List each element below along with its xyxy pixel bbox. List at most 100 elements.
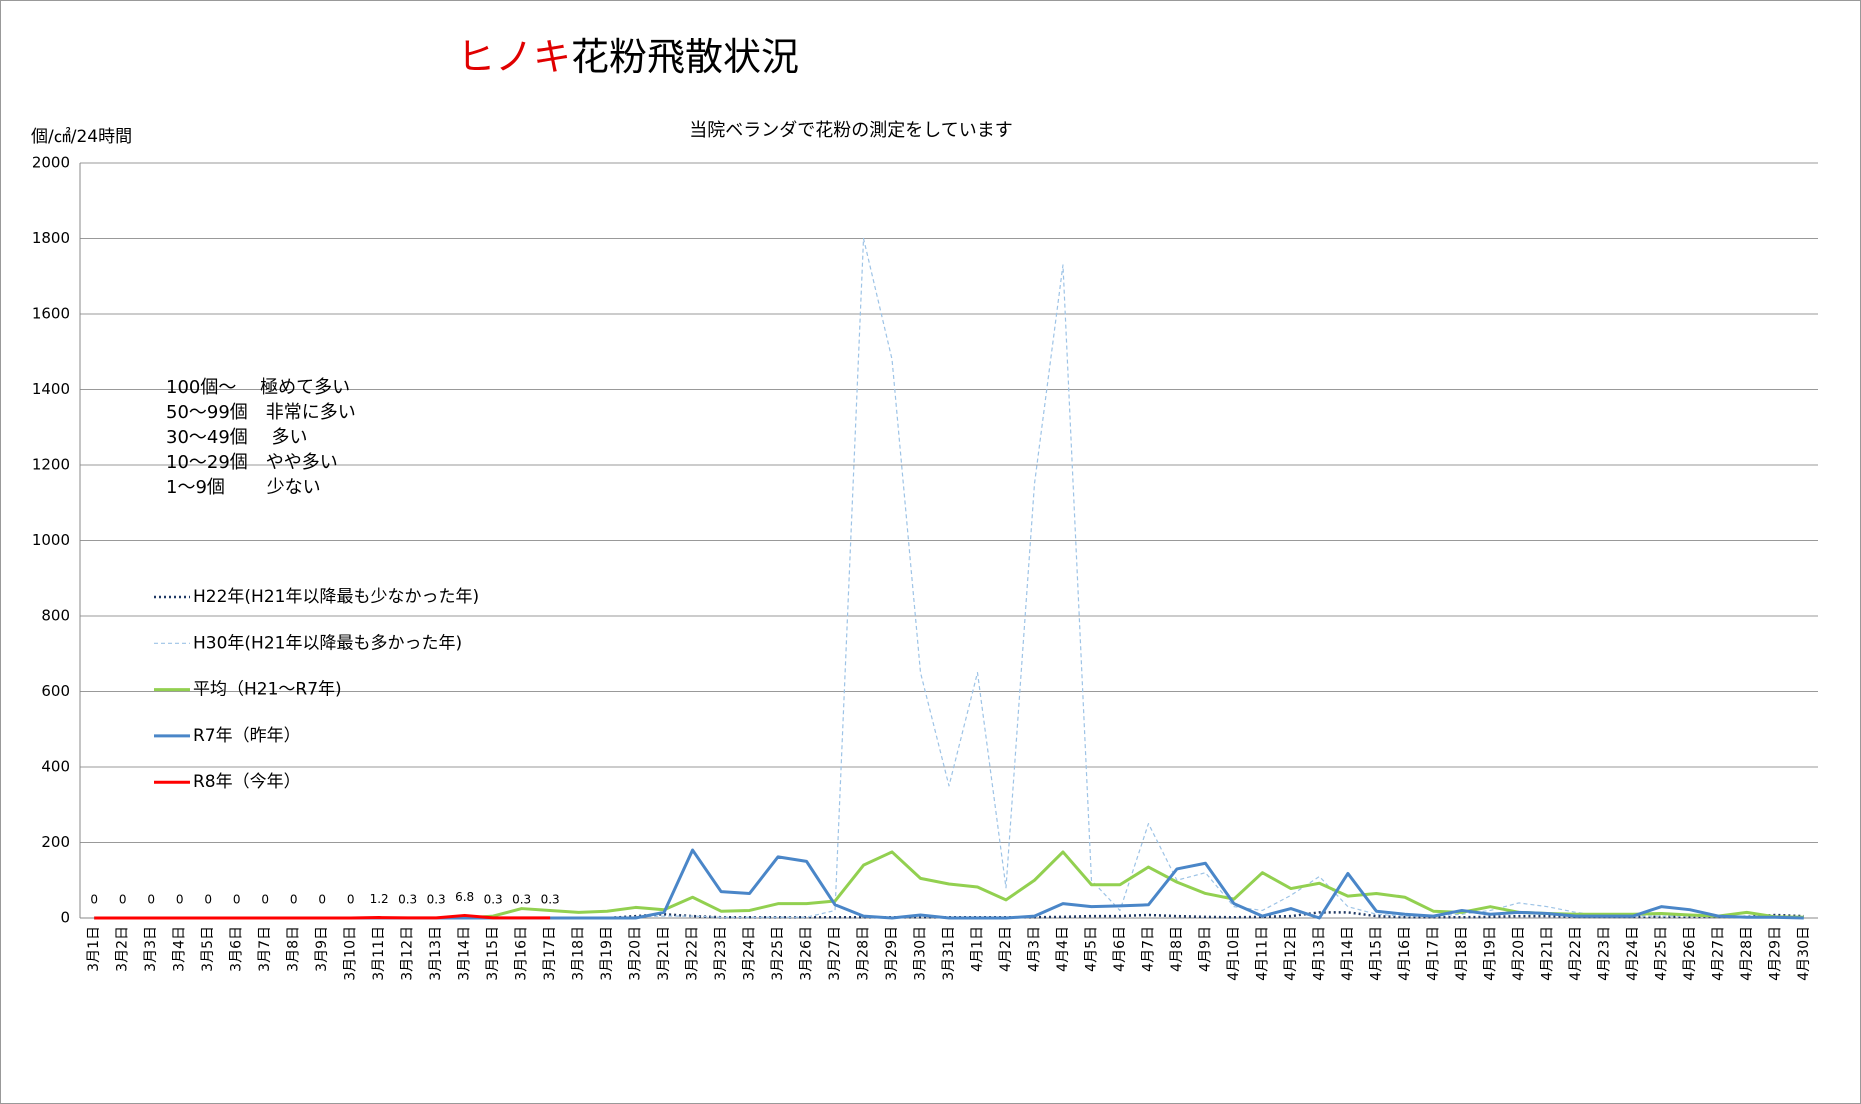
data-label: 6.8 [455,890,474,904]
chart-title: ヒノキ花粉飛散状況 [457,35,799,79]
y-tick-label: 600 [41,682,70,700]
x-tick-label: 4月6日 [1112,926,1128,972]
x-tick-label: 3月19日 [599,926,615,981]
x-tick-label: 4月20日 [1511,926,1527,981]
x-tick-label: 3月29日 [884,926,900,981]
data-label: 0.3 [484,892,503,906]
y-tick-label: 0 [60,909,70,927]
data-label: 0 [318,893,326,907]
x-tick-label: 4月8日 [1169,926,1185,972]
y-tick-label: 1600 [32,305,70,323]
series-line [94,237,1804,919]
x-tick-label: 4月18日 [1454,926,1470,981]
legend-label: R8年（今年） [193,772,301,792]
x-tick-label: 4月13日 [1311,926,1327,981]
x-tick-label: 4月3日 [1026,926,1042,972]
y-tick-label: 200 [41,833,70,851]
data-label: 0 [204,893,212,907]
x-tick-label: 4月19日 [1482,926,1498,981]
x-tick-label: 3月16日 [514,926,530,981]
x-tick-label: 3月10日 [343,926,359,981]
x-tick-label: 3月27日 [827,926,843,981]
x-tick-label: 4月29日 [1767,926,1783,981]
x-tick-label: 3月15日 [485,926,501,981]
data-label: 0 [147,893,155,907]
x-tick-label: 4月5日 [1083,926,1099,972]
series-line [94,913,551,920]
x-tick-label: 4月26日 [1682,926,1698,981]
data-label: 0 [176,893,184,907]
x-tick-label: 4月22日 [1568,926,1584,981]
x-tick-label: 3月13日 [428,926,444,981]
legend-label: H30年(H21年以降最も多かった年) [193,633,462,653]
y-tick-label: 800 [41,607,70,625]
y-tick-label: 1200 [32,456,70,474]
x-tick-label: 3月12日 [400,926,416,981]
data-label: 0 [290,893,298,907]
x-tick-label: 4月21日 [1539,926,1555,981]
x-tick-label: 3月26日 [799,926,815,981]
subtitle: 当院ベランダで花粉の測定をしています [689,120,1012,141]
x-tick-label: 4月1日 [969,926,985,972]
data-label: 0.3 [512,892,531,906]
data-label: 0 [347,893,355,907]
x-tick-label: 3月23日 [713,926,729,981]
x-tick-label: 4月15日 [1368,926,1384,981]
x-tick-label: 4月30日 [1796,926,1812,981]
x-tick-label: 3月8日 [286,926,302,972]
x-tick-label: 3月24日 [742,926,758,981]
x-tick-label: 4月25日 [1653,926,1669,981]
x-tick-label: 4月17日 [1425,926,1441,981]
x-tick-label: 3月4日 [172,926,188,972]
x-tick-label: 3月7日 [257,926,273,972]
y-tick-label: 1400 [32,380,70,398]
annotation: 1～9個 少ない [166,477,321,498]
x-tick-label: 4月9日 [1197,926,1213,972]
x-tick-label: 3月18日 [571,926,587,981]
data-label: 0.3 [427,892,446,906]
x-tick-label: 4月11日 [1254,926,1270,981]
x-tick-label: 4月4日 [1055,926,1071,972]
annotation: 50～99個 非常に多い [166,402,356,423]
x-tick-label: 4月28日 [1739,926,1755,981]
x-tick-label: 4月23日 [1596,926,1612,981]
title-black: 花粉飛散状況 [571,35,799,79]
series-line [94,911,1804,920]
data-label: 1.2 [370,892,389,906]
data-label: 0 [261,893,269,907]
data-label: 0 [233,893,241,907]
x-tick-label: 3月3日 [143,926,159,972]
x-tick-label: 4月10日 [1226,926,1242,981]
x-tick-label: 3月5日 [200,926,216,972]
legend-label: 平均（H21～R7年) [193,680,342,700]
x-tick-label: 3月25日 [770,926,786,981]
x-tick-label: 4月2日 [998,926,1014,972]
y-tick-label: 1800 [32,229,70,247]
x-tick-label: 4月27日 [1710,926,1726,981]
x-tick-label: 3月1日 [86,926,102,972]
x-tick-label: 4月12日 [1283,926,1299,981]
annotation: 10～29個 やや多い [166,452,338,473]
data-label: 0.3 [398,892,417,906]
x-tick-label: 3月11日 [371,926,387,981]
y-tick-label: 400 [41,758,70,776]
x-tick-label: 3月6日 [229,926,245,972]
x-tick-label: 4月14日 [1340,926,1356,981]
x-tick-label: 3月2日 [115,926,131,972]
legend-label: R7年（昨年） [193,726,301,746]
annotation: 100個～ 極めて多い [166,377,350,398]
x-tick-label: 3月17日 [542,926,558,981]
x-tick-label: 4月16日 [1397,926,1413,981]
data-label: 0 [90,893,98,907]
x-tick-label: 3月21日 [656,926,672,981]
y-tick-label: 2000 [32,154,70,172]
x-tick-label: 3月22日 [685,926,701,981]
data-label: 0.3 [541,892,560,906]
x-tick-label: 4月24日 [1625,926,1641,981]
x-tick-label: 3月31日 [941,926,957,981]
y-axis-label: 個/㎠/24時間 [31,127,132,147]
y-tick-label: 1000 [32,531,70,549]
x-tick-label: 3月14日 [457,926,473,981]
